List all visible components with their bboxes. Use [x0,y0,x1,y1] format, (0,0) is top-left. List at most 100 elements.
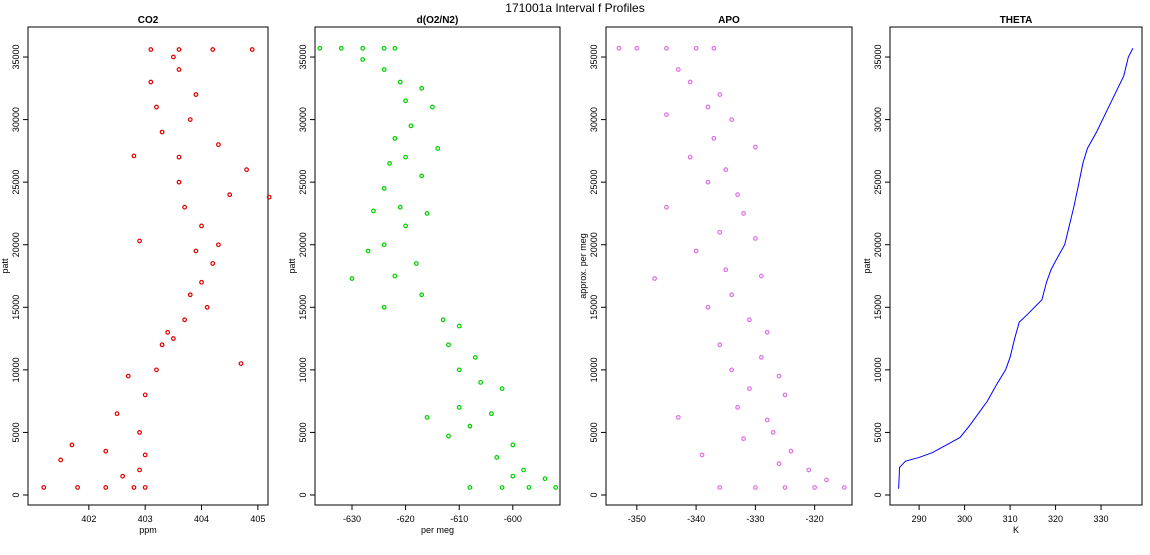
data-point [841,485,847,490]
data-point [193,92,199,97]
x-axis-label: K [1013,525,1019,535]
data-point [729,292,735,298]
data-point [193,248,199,254]
data-point [397,79,403,85]
x-tick-label: -350 [628,514,646,524]
x-axis-label: ppm [139,525,157,535]
y-tick-label: 25000 [589,170,599,195]
data-point [381,45,387,51]
data-point [664,204,669,210]
data-point [711,45,717,51]
data-point [446,342,451,348]
data-point [371,208,376,214]
x-tick-label: -610 [450,514,468,524]
data-point [472,354,478,360]
x-tick-label: -330 [746,514,764,524]
data-point [216,142,221,148]
data-point [456,404,462,410]
data-point [387,160,392,166]
data-point [735,192,740,198]
x-tick-label: 300 [957,514,972,524]
data-point [510,442,516,448]
data-point [408,123,414,129]
data-point [770,430,776,435]
data-point [349,276,355,281]
data-point [705,304,711,310]
data-point [741,211,746,216]
data-point [553,485,559,490]
data-point [360,45,366,51]
data-point [392,135,398,141]
data-point [542,476,548,482]
x-tick-label: -600 [504,514,522,524]
y-tick-label: 15000 [11,295,21,320]
data-point [717,485,723,490]
y-tick-label: 15000 [873,295,883,320]
data-point [120,473,126,479]
data-point [664,112,669,117]
data-point [424,415,430,420]
data-point [392,45,398,51]
data-point [142,452,148,458]
y-tick-label: 20000 [873,232,883,257]
panel-title: CO2 [138,15,159,26]
data-point [776,373,782,379]
data-point [499,386,505,392]
data-point [806,467,812,473]
data-point [687,79,693,85]
data-point [182,317,188,323]
data-point [687,154,693,160]
data-point [403,223,409,229]
x-tick-label: 330 [1094,514,1109,524]
data-point [204,304,210,310]
y-tick-label: 0 [873,492,883,497]
x-tick-label: -620 [397,514,415,524]
y-tick-label: 0 [11,492,21,497]
plot-frame [605,26,853,506]
data-point [176,47,182,52]
data-point [764,417,770,423]
data-point [693,45,699,51]
data-point [137,467,142,473]
data-point [103,485,109,490]
data-point [664,45,669,51]
data-point [137,238,142,244]
data-point [41,485,47,490]
data-point [266,194,272,200]
data-point [338,45,344,51]
x-tick-label: -630 [343,514,361,524]
plot-frame [889,26,1143,506]
data-point [176,154,182,160]
data-point [114,411,120,417]
profile-line [898,48,1134,489]
y-tick-label: 10000 [298,357,308,382]
data-point [705,104,711,110]
data-point [176,67,182,72]
y-axis-label: patt [0,258,10,274]
y-tick-label: 20000 [298,232,308,257]
data-point [824,477,829,483]
data-point [723,167,729,173]
panel-title: THETA [1000,15,1033,26]
data-point [249,47,255,52]
x-tick-label: 310 [1003,514,1018,524]
x-tick-label: -340 [687,514,705,524]
data-point [741,436,746,442]
data-point [435,145,441,151]
y-tick-label: 35000 [11,45,21,70]
data-point [499,485,505,490]
data-point [711,135,717,141]
data-point [616,45,622,51]
data-point [381,304,387,310]
y-tick-label: 30000 [11,107,21,132]
data-point [467,423,473,429]
data-point [419,173,425,179]
y-tick-label: 35000 [873,45,883,70]
data-point [675,67,681,72]
x-tick-label: 290 [912,514,927,524]
data-point [199,223,204,229]
data-point [154,367,159,373]
data-point [148,79,154,85]
panel-title: d(O2/N2) [417,15,459,26]
